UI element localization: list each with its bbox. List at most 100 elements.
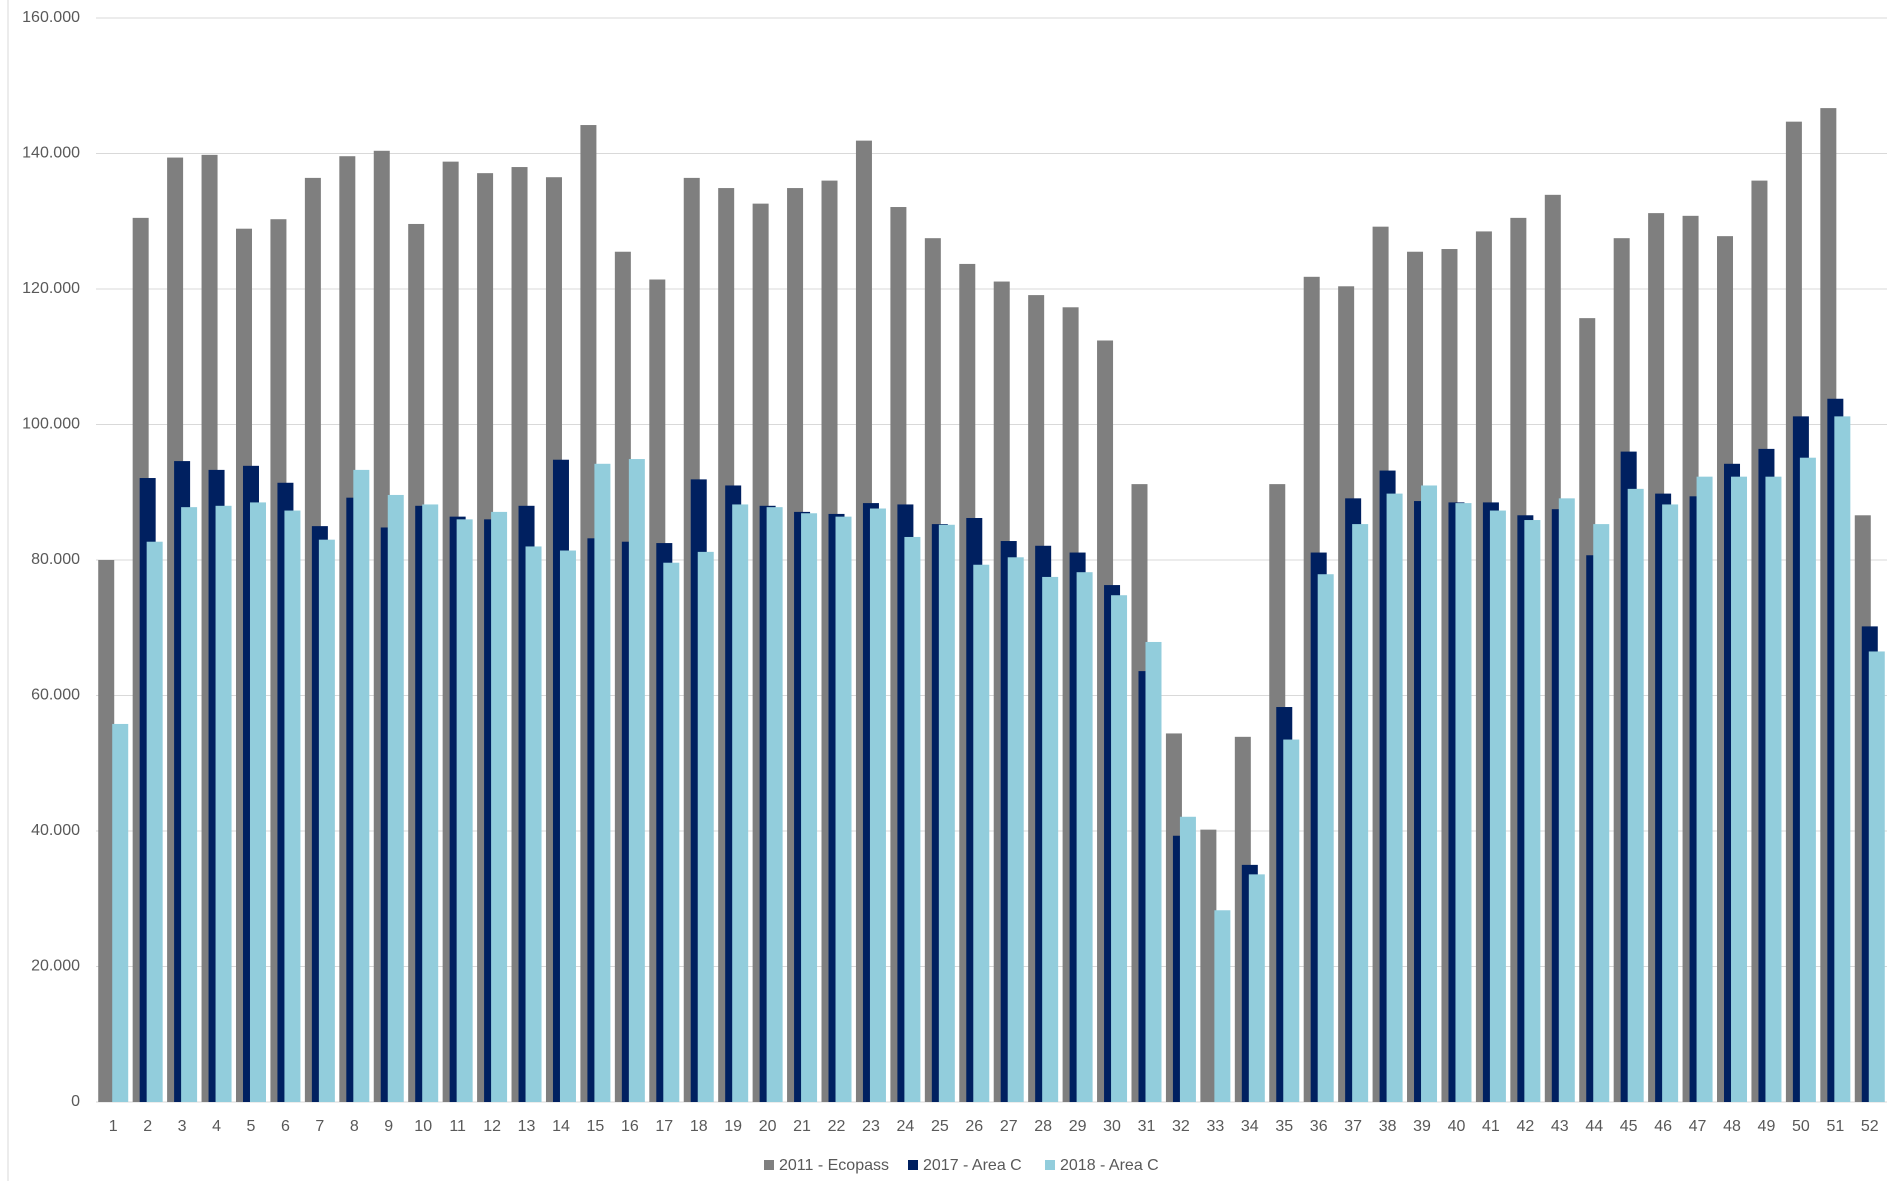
x-tick-label: 36	[1310, 1118, 1328, 1135]
bar	[1489, 510, 1506, 1103]
bar	[318, 539, 335, 1102]
bar	[1455, 503, 1472, 1103]
bar	[1042, 576, 1059, 1102]
x-tick-label: 34	[1241, 1118, 1259, 1135]
bar	[766, 507, 783, 1102]
y-tick-label: 120.000	[22, 280, 80, 297]
y-tick-label: 160.000	[22, 9, 80, 26]
x-tick-label: 29	[1069, 1118, 1087, 1135]
x-tick-label: 24	[896, 1118, 914, 1135]
x-tick-label: 8	[350, 1118, 359, 1135]
bar	[1834, 416, 1851, 1102]
y-tick-label: 60.000	[31, 687, 80, 704]
bar	[1421, 485, 1438, 1103]
bar	[869, 508, 886, 1102]
bar	[1524, 520, 1541, 1102]
legend-swatch	[1045, 1160, 1055, 1170]
y-tick-label: 40.000	[31, 822, 80, 839]
x-tick-label: 31	[1138, 1118, 1156, 1135]
x-tick-label: 42	[1516, 1118, 1534, 1135]
bar	[1111, 595, 1128, 1102]
bar	[1214, 910, 1231, 1102]
x-tick-label: 47	[1689, 1118, 1707, 1135]
bar	[456, 519, 473, 1102]
x-tick-label: 33	[1206, 1118, 1224, 1135]
x-tick-label: 40	[1448, 1118, 1466, 1135]
x-tick-label: 14	[552, 1118, 570, 1135]
legend-swatch	[764, 1160, 774, 1170]
bar	[1283, 739, 1300, 1102]
bar	[904, 536, 921, 1102]
bar	[732, 504, 749, 1102]
legend-label: 2011 - Ecopass	[779, 1157, 889, 1174]
x-tick-label: 43	[1551, 1118, 1569, 1135]
x-tick-label: 25	[931, 1118, 949, 1135]
x-tick-label: 45	[1620, 1118, 1638, 1135]
legend-swatch	[908, 1160, 918, 1170]
bar	[973, 564, 990, 1102]
x-tick-label: 51	[1826, 1118, 1844, 1135]
bar	[1799, 457, 1816, 1102]
x-tick-label: 15	[587, 1118, 605, 1135]
y-tick-label: 100.000	[22, 416, 80, 433]
bar	[249, 502, 266, 1103]
x-tick-label: 1	[109, 1118, 118, 1135]
x-tick-label: 22	[828, 1118, 846, 1135]
bar	[1076, 572, 1093, 1102]
x-tick-label: 28	[1034, 1118, 1052, 1135]
x-tick-label: 11	[449, 1118, 466, 1135]
bar	[387, 494, 404, 1103]
bar	[146, 541, 163, 1102]
bar	[112, 723, 129, 1102]
bar	[181, 507, 198, 1102]
bar	[491, 511, 508, 1103]
x-tick-label: 7	[315, 1118, 324, 1135]
x-tick-label: 10	[414, 1118, 432, 1135]
x-tick-label: 38	[1379, 1118, 1397, 1135]
bar	[1352, 524, 1369, 1102]
x-tick-label: 41	[1482, 1118, 1500, 1135]
x-tick-label: 30	[1103, 1118, 1121, 1135]
x-tick-label: 9	[384, 1118, 393, 1135]
x-tick-label: 39	[1413, 1118, 1431, 1135]
x-tick-label: 16	[621, 1118, 639, 1135]
legend-label: 2017 - Area C	[923, 1157, 1022, 1174]
bar	[353, 469, 370, 1103]
x-tick-label: 5	[247, 1118, 256, 1135]
x-tick-label: 4	[212, 1118, 221, 1135]
x-tick-label: 3	[178, 1118, 187, 1135]
x-tick-label: 48	[1723, 1118, 1741, 1135]
y-tick-label: 140.000	[22, 145, 80, 162]
bar	[1662, 504, 1679, 1102]
x-tick-label: 21	[793, 1118, 811, 1135]
bar	[98, 560, 115, 1102]
bar	[525, 546, 542, 1102]
x-tick-label: 13	[518, 1118, 536, 1135]
bar	[215, 505, 232, 1102]
x-tick-label: 20	[759, 1118, 777, 1135]
bar	[1179, 816, 1196, 1102]
x-tick-label: 6	[281, 1118, 290, 1135]
bar	[1386, 493, 1403, 1103]
x-tick-label: 18	[690, 1118, 708, 1135]
bar	[1593, 524, 1610, 1102]
bar	[284, 510, 301, 1103]
x-tick-label: 17	[655, 1118, 673, 1135]
bar	[1696, 476, 1713, 1103]
bar	[559, 550, 576, 1102]
bar	[1558, 498, 1575, 1102]
y-tick-label: 80.000	[31, 551, 80, 568]
x-tick-label: 32	[1172, 1118, 1190, 1135]
x-tick-label: 19	[724, 1118, 742, 1135]
bar	[1627, 488, 1644, 1102]
bar	[663, 562, 680, 1102]
legend-label: 2018 - Area C	[1060, 1157, 1159, 1174]
bar	[1317, 574, 1334, 1102]
bar	[628, 459, 645, 1102]
x-tick-label: 35	[1275, 1118, 1293, 1135]
bar	[835, 516, 852, 1102]
x-tick-label: 50	[1792, 1118, 1810, 1135]
x-tick-label: 27	[1000, 1118, 1018, 1135]
bar	[801, 513, 818, 1102]
